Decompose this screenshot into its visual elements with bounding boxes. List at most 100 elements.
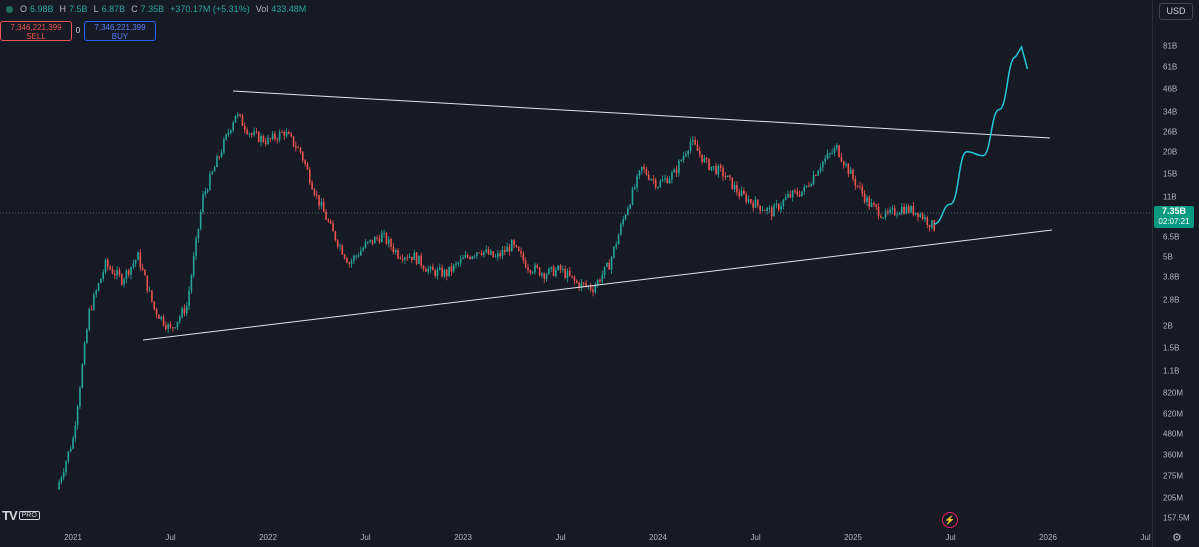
candle bbox=[102, 272, 104, 279]
candle bbox=[329, 221, 332, 224]
gear-icon[interactable]: ⚙ bbox=[1172, 532, 1182, 544]
price-axis-label: 26B bbox=[1163, 127, 1178, 137]
candle bbox=[559, 265, 562, 270]
candle bbox=[770, 207, 773, 217]
candle bbox=[380, 233, 383, 243]
candle bbox=[652, 179, 655, 180]
candle bbox=[404, 257, 406, 260]
candle bbox=[822, 161, 824, 168]
candle bbox=[148, 290, 151, 292]
candle bbox=[808, 185, 810, 187]
candle bbox=[288, 132, 290, 134]
candle bbox=[434, 270, 436, 277]
candle bbox=[274, 133, 276, 139]
candle bbox=[622, 219, 624, 225]
tradingview-logo[interactable]: TV PRO bbox=[2, 508, 40, 523]
candle bbox=[367, 241, 369, 243]
upper-trendline bbox=[232, 90, 1051, 139]
candle bbox=[139, 252, 142, 268]
candle bbox=[248, 133, 251, 135]
candle bbox=[260, 136, 262, 142]
price-axis-label: 6.5B bbox=[1163, 232, 1180, 242]
candle bbox=[239, 114, 241, 116]
sell-button[interactable]: 7,346,221,399 SELL bbox=[0, 21, 72, 41]
buy-label: BUY bbox=[111, 32, 129, 41]
price-axis-label: 15B bbox=[1163, 169, 1178, 178]
candle bbox=[364, 242, 367, 248]
candle bbox=[427, 268, 429, 272]
candle bbox=[847, 163, 850, 174]
candle bbox=[234, 115, 237, 123]
candle bbox=[123, 279, 125, 285]
candle bbox=[413, 252, 416, 261]
candle bbox=[127, 270, 130, 275]
candle bbox=[469, 257, 471, 259]
candle bbox=[854, 178, 857, 186]
candle bbox=[594, 285, 597, 293]
candle bbox=[914, 212, 917, 215]
candle bbox=[253, 131, 255, 135]
currency-selector[interactable]: USD bbox=[1159, 3, 1193, 20]
time-axis-label: 2024 bbox=[649, 533, 667, 542]
candle bbox=[538, 267, 541, 276]
candle bbox=[787, 194, 789, 198]
candle bbox=[69, 448, 72, 452]
candle bbox=[613, 246, 615, 258]
candle bbox=[817, 171, 819, 176]
candle bbox=[107, 259, 109, 267]
candle bbox=[775, 204, 778, 205]
price-axis-label: 2B bbox=[1163, 321, 1173, 331]
price-chart[interactable] bbox=[0, 0, 1152, 547]
candle bbox=[719, 165, 722, 168]
candle bbox=[387, 239, 390, 244]
candle bbox=[158, 314, 160, 319]
candle bbox=[485, 249, 488, 252]
candle bbox=[466, 255, 469, 258]
candle bbox=[490, 251, 492, 255]
candle bbox=[360, 250, 362, 256]
time-axis-label: Jul bbox=[1140, 533, 1151, 542]
candle bbox=[327, 219, 330, 222]
candle bbox=[903, 206, 905, 214]
candle bbox=[257, 131, 260, 142]
candle bbox=[534, 265, 536, 273]
candle bbox=[638, 170, 641, 176]
candle bbox=[845, 163, 847, 166]
candle bbox=[243, 125, 246, 130]
candle bbox=[828, 153, 831, 155]
candle bbox=[773, 204, 775, 217]
candle bbox=[169, 324, 172, 328]
buy-button[interactable]: 7,346,221,399 BUY bbox=[84, 21, 156, 41]
candle bbox=[341, 245, 344, 255]
candle bbox=[891, 208, 894, 210]
candle bbox=[722, 167, 724, 177]
candle bbox=[355, 255, 358, 257]
candle bbox=[432, 266, 434, 271]
candle bbox=[740, 190, 743, 197]
close-label: C bbox=[131, 4, 138, 14]
candle bbox=[459, 258, 462, 263]
candle bbox=[283, 132, 286, 136]
close-value: 7.35B bbox=[140, 4, 165, 14]
time-axis-label: 2022 bbox=[259, 533, 277, 542]
volume-label: Vol bbox=[255, 4, 269, 14]
candle bbox=[592, 289, 594, 293]
candle bbox=[67, 451, 70, 462]
candle bbox=[510, 240, 513, 252]
candle bbox=[882, 217, 884, 219]
candle bbox=[750, 199, 752, 203]
candle bbox=[471, 256, 474, 259]
candle bbox=[698, 150, 701, 155]
candle bbox=[933, 220, 936, 231]
open-label: O bbox=[20, 4, 28, 14]
bolt-icon[interactable]: ⚡ bbox=[942, 512, 958, 528]
candle bbox=[155, 309, 158, 315]
candle bbox=[529, 270, 532, 273]
candle bbox=[304, 160, 306, 164]
candle bbox=[411, 256, 413, 261]
candle bbox=[271, 133, 274, 139]
candle bbox=[202, 194, 204, 212]
candle bbox=[654, 179, 657, 188]
candle bbox=[694, 139, 696, 145]
candle bbox=[418, 255, 420, 264]
